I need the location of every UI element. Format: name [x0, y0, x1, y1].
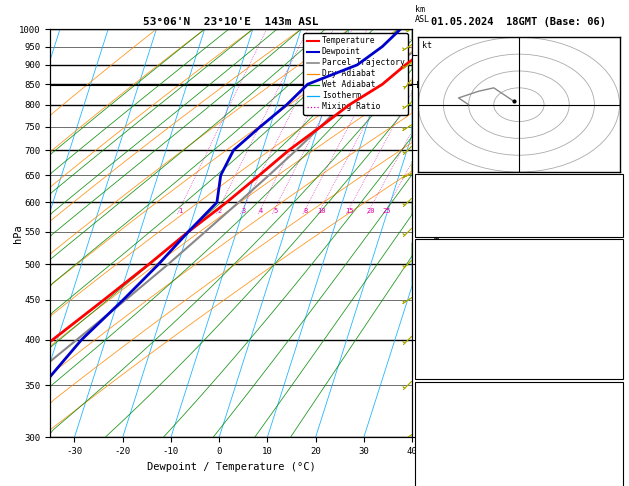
Text: 22.2: 22.2	[596, 261, 620, 271]
Text: 4: 4	[259, 208, 263, 214]
Text: © weatheronline.co.uk: © weatheronline.co.uk	[467, 457, 571, 466]
Text: kt: kt	[422, 41, 432, 51]
Text: 0.99: 0.99	[596, 216, 620, 226]
Text: θₑ (K): θₑ (K)	[418, 423, 453, 433]
Text: K: K	[418, 177, 424, 187]
Text: 5: 5	[273, 208, 277, 214]
Text: 1: 1	[178, 208, 182, 214]
Text: 10.6: 10.6	[596, 281, 620, 290]
Text: 10: 10	[317, 208, 325, 214]
Text: 44: 44	[608, 197, 620, 206]
Text: 8: 8	[304, 208, 308, 214]
Text: 55: 55	[608, 339, 620, 348]
Text: 0: 0	[614, 320, 620, 329]
Text: CIN (J): CIN (J)	[418, 482, 459, 486]
Text: Surface: Surface	[499, 242, 539, 251]
Text: LCL: LCL	[416, 81, 432, 89]
Text: 0: 0	[614, 443, 620, 452]
Text: CAPE (J): CAPE (J)	[418, 462, 464, 471]
Text: CIN (J): CIN (J)	[418, 359, 459, 368]
Text: 01.05.2024  18GMT (Base: 06): 01.05.2024 18GMT (Base: 06)	[431, 17, 606, 27]
Text: Dewp (°C): Dewp (°C)	[418, 281, 470, 290]
Text: 3: 3	[241, 208, 245, 214]
Text: 15: 15	[345, 208, 353, 214]
Text: Mixing Ratio (g/kg): Mixing Ratio (g/kg)	[433, 186, 442, 281]
Text: 318: 318	[603, 423, 620, 433]
Text: Lifted Index: Lifted Index	[418, 320, 487, 329]
Text: CAPE (J): CAPE (J)	[418, 339, 464, 348]
Text: Lifted Index: Lifted Index	[418, 443, 487, 452]
Text: Temp (°C): Temp (°C)	[418, 261, 470, 271]
Text: 318: 318	[603, 300, 620, 310]
Text: 55: 55	[608, 462, 620, 471]
Text: 2: 2	[217, 208, 221, 214]
Text: θₑ(K): θₑ(K)	[418, 300, 447, 310]
Text: 53°06'N  23°10'E  143m ASL: 53°06'N 23°10'E 143m ASL	[143, 17, 319, 27]
Text: hPa: hPa	[13, 224, 23, 243]
Text: PW (cm): PW (cm)	[418, 216, 459, 226]
Text: 20: 20	[366, 208, 374, 214]
Text: 25: 25	[382, 208, 391, 214]
Text: Most Unstable: Most Unstable	[482, 384, 556, 394]
Legend: Temperature, Dewpoint, Parcel Trajectory, Dry Adiabat, Wet Adiabat, Isotherm, Mi: Temperature, Dewpoint, Parcel Trajectory…	[303, 33, 408, 115]
Text: Pressure (mb): Pressure (mb)	[418, 404, 493, 413]
Text: 178: 178	[603, 359, 620, 368]
Text: 1003: 1003	[596, 404, 620, 413]
Text: -10: -10	[603, 177, 620, 187]
Text: Totals Totals: Totals Totals	[418, 197, 493, 206]
Text: 178: 178	[603, 482, 620, 486]
Text: km
ASL: km ASL	[415, 5, 430, 24]
X-axis label: Dewpoint / Temperature (°C): Dewpoint / Temperature (°C)	[147, 462, 316, 472]
